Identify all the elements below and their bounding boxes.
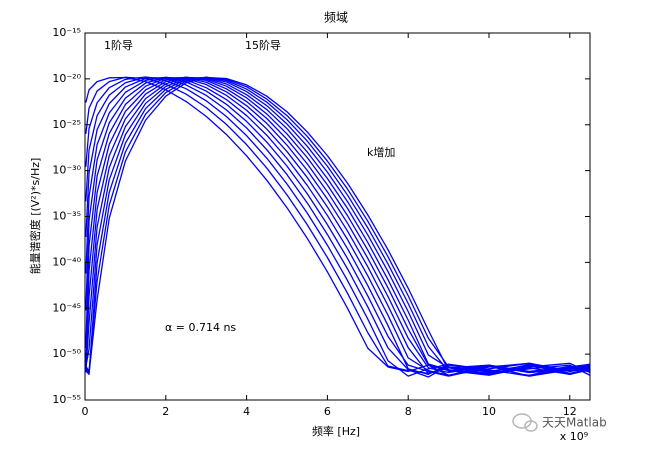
- annotation: 1阶导: [104, 38, 133, 52]
- axes-box: [84, 32, 591, 401]
- y-tick-label: 10⁻³⁵: [52, 210, 81, 223]
- chart-title: 频域: [324, 11, 348, 25]
- series-line: [85, 76, 591, 376]
- y-tick-label: 10⁻⁴⁰: [52, 255, 81, 268]
- y-tick-label: 10⁻¹⁵: [52, 26, 81, 39]
- x-tick-label: 10: [482, 405, 496, 418]
- x-tick-label: 4: [243, 405, 250, 418]
- series-line: [85, 76, 591, 375]
- lines: [85, 76, 591, 378]
- x-axis-label: 频率 [Hz]: [312, 424, 360, 438]
- watermark-icon: [512, 413, 538, 432]
- series-line: [85, 76, 591, 375]
- y-tick-label: 10⁻⁵⁵: [52, 393, 81, 406]
- series-line: [85, 76, 591, 377]
- y-tick-label: 10⁻⁴⁵: [52, 301, 81, 314]
- series-line: [85, 76, 591, 377]
- y-tick-label: 10⁻²⁰: [52, 72, 81, 85]
- series-line: [85, 76, 591, 376]
- series-line: [85, 76, 591, 378]
- y-tick-label: 10⁻⁵⁰: [52, 347, 81, 360]
- x-tick-label: 2: [162, 405, 169, 418]
- annotation: 15阶导: [245, 38, 281, 52]
- x-tick-label: 0: [82, 405, 89, 418]
- x-multiplier: x 10⁹: [560, 430, 588, 443]
- watermark: 天天Matlab: [542, 416, 607, 430]
- x-tick-label: 12: [563, 405, 577, 418]
- annotation: α = 0.714 ns: [165, 321, 236, 334]
- y-axis-label: 能量谱密度 [(V²)*s/Hz]: [28, 158, 42, 275]
- series-line: [85, 76, 591, 375]
- x-tick-label: 8: [405, 405, 412, 418]
- x-tick-label: 6: [324, 405, 331, 418]
- series-line: [85, 76, 591, 377]
- y-tick-label: 10⁻³⁰: [52, 164, 81, 177]
- y-tick-label: 10⁻²⁵: [52, 118, 81, 131]
- annotation: k增加: [367, 145, 395, 159]
